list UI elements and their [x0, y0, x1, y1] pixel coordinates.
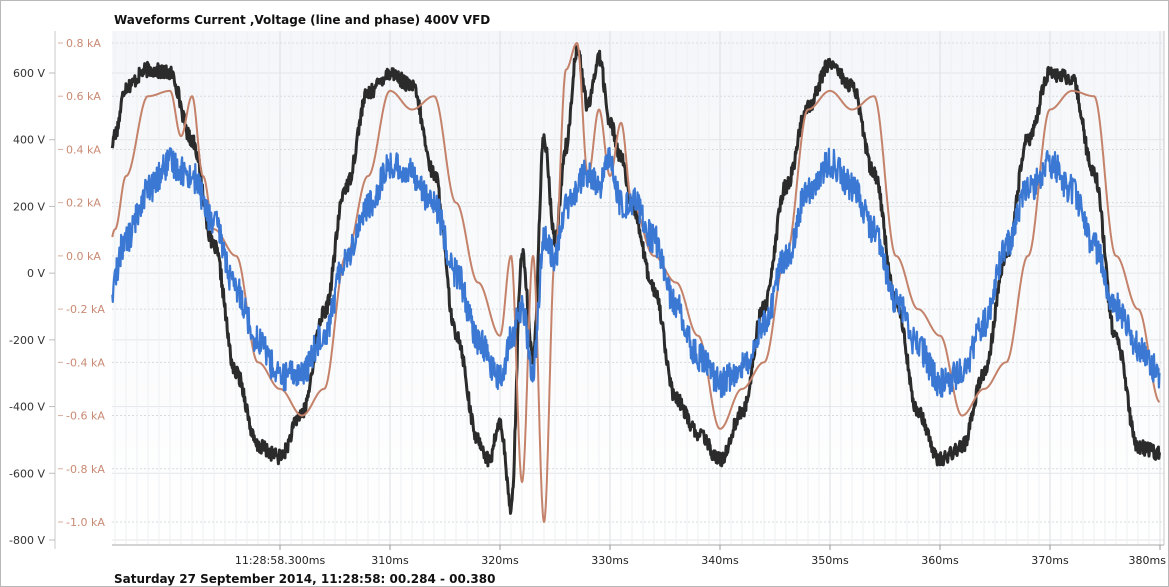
x-tick-label: 11:28:58.300ms [235, 554, 326, 567]
y-right-tick-label: -0.8 kA [66, 463, 105, 476]
x-tick-label: 370ms [1031, 554, 1069, 567]
plot-background [112, 31, 1164, 545]
y-right-tick-label: -0.6 kA [66, 410, 105, 423]
y-axis-right: 0.8 kA 0.6 kA 0.4 kA 0.2 kA 0.0 kA -0.2 kA -0.… [58, 37, 105, 529]
x-tick-label: 340ms [701, 554, 739, 567]
x-tick-label: 350ms [811, 554, 849, 567]
y-right-tick-label: -0.4 kA [66, 356, 105, 369]
date-range-label: Saturday 27 September 2014, 11:28:58: 00… [114, 572, 496, 586]
y-right-tick-label: 0.8 kA [66, 37, 101, 50]
y-right-tick-label: -1.0 kA [66, 516, 105, 529]
x-tick-label: 360ms [921, 554, 959, 567]
x-tick-label: 310ms [371, 554, 409, 567]
series-line-2 [111, 146, 1161, 399]
y-right-tick-label: 0.4 kA [66, 143, 101, 156]
y-left-tick-label: -800 V [9, 534, 45, 547]
y-right-tick-label: -0.2 kA [66, 303, 105, 316]
y-left-tick-label: 600 V [13, 67, 45, 80]
series-line-0 [110, 45, 1161, 515]
y-left-tick-label: 200 V [13, 200, 45, 213]
series-group [110, 42, 1161, 523]
y-right-tick-label: 0.6 kA [66, 90, 101, 103]
y-left-tick-label: 400 V [13, 134, 45, 147]
x-tick-label: 380ms [1129, 554, 1167, 567]
y-left-tick-label: -400 V [9, 401, 45, 414]
y-left-tick-label: 0 V [27, 267, 45, 280]
y-right-tick-label: 0.0 kA [66, 250, 101, 263]
x-axis: 11:28:58.300ms 310ms 320ms 330ms 340ms 350ms 3… [235, 545, 1166, 567]
y-right-tick-label: 0.2 kA [66, 197, 101, 210]
y-left-tick-label: -200 V [9, 334, 45, 347]
x-tick-label: 320ms [481, 554, 519, 567]
y-axis-left: 600 V 400 V 200 V 0 V -200 V -400 V -600 V -800… [9, 67, 55, 547]
chart-title: Waveforms Current ,Voltage (line and pha… [114, 13, 491, 27]
x-tick-label: 330ms [591, 554, 629, 567]
y-left-tick-label: -600 V [9, 467, 45, 480]
